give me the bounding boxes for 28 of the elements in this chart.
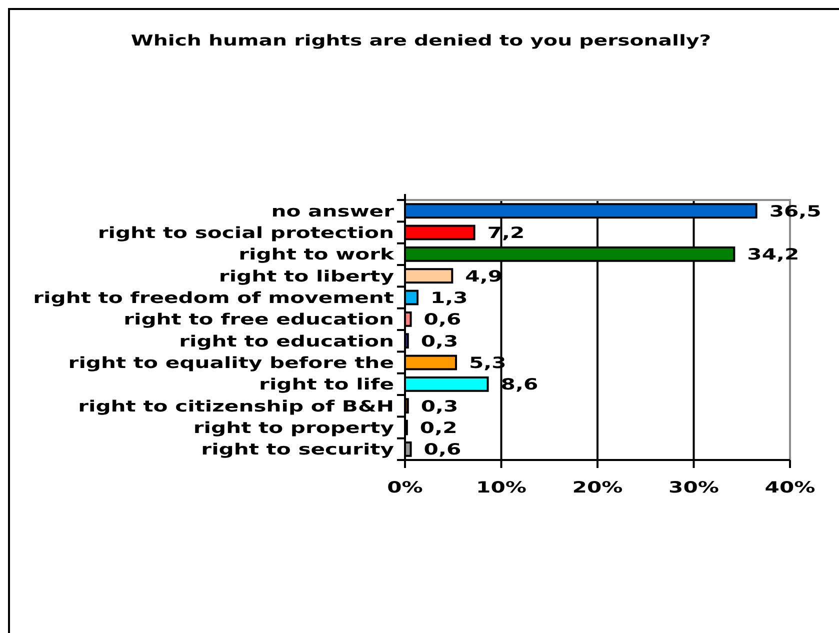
x-tick-label: 40% xyxy=(764,479,816,497)
chart-title: Which human rights are denied to you personally? xyxy=(130,32,712,50)
x-tick-label: 0% xyxy=(387,479,423,497)
y-tick-label: right to social protection xyxy=(98,224,394,242)
data-label: 0,6 xyxy=(424,311,462,329)
data-label: 4,9 xyxy=(465,268,503,286)
data-label: 0,6 xyxy=(424,441,462,459)
y-tick-label: right to property xyxy=(193,420,394,438)
data-label: 34,2 xyxy=(747,246,800,264)
data-label: 8,6 xyxy=(500,376,538,394)
y-tick-label: right to citizenship of B&H xyxy=(78,398,394,416)
y-tick-label: right to security xyxy=(201,441,394,459)
y-tick-label: right to work xyxy=(238,246,395,264)
y-tick-label: right to life xyxy=(259,376,394,394)
y-tick-label: right to education xyxy=(179,332,394,350)
y-tick-label: right to freedom of movement xyxy=(33,290,394,308)
data-label: 0,2 xyxy=(420,420,458,438)
data-label: 1,3 xyxy=(430,290,468,308)
x-tick-label: 20% xyxy=(572,479,623,497)
x-tick-label: 10% xyxy=(476,479,526,497)
y-tick-label: right to liberty xyxy=(218,268,394,286)
y-tick-label: no answer xyxy=(271,202,395,220)
y-tick-label: right to equality before the xyxy=(68,354,394,372)
y-tick-label: right to free education xyxy=(124,311,394,329)
x-tick-label: 30% xyxy=(668,479,719,497)
data-label: 0,3 xyxy=(420,398,458,416)
data-label: 36,5 xyxy=(769,202,822,220)
data-label: 0,3 xyxy=(420,332,458,350)
